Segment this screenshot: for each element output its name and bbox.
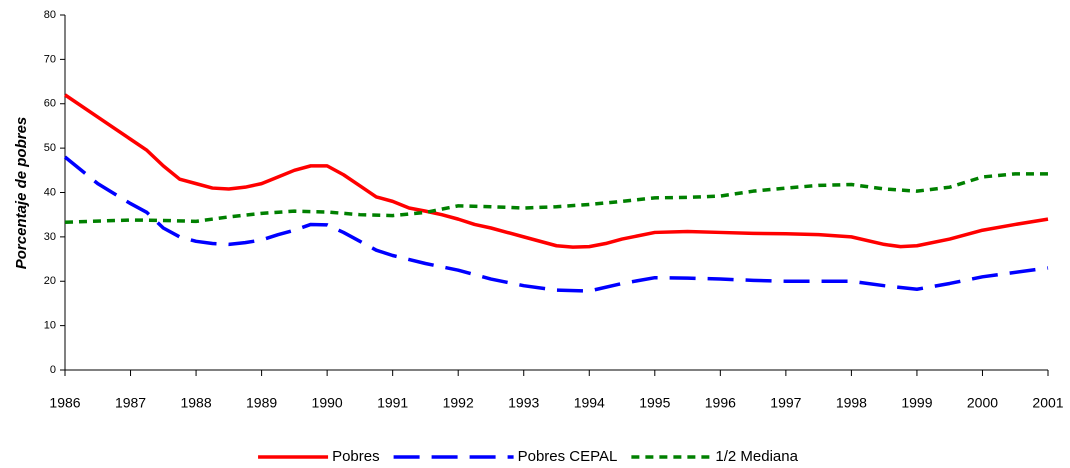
- y-axis-label: Porcentaje de pobres: [13, 117, 30, 270]
- y-tick-label: 10: [44, 320, 56, 332]
- x-tick-label: 1997: [770, 395, 801, 411]
- x-tick-label: 1988: [180, 395, 211, 411]
- legend-label: 1/2 Mediana: [715, 448, 798, 465]
- x-tick-label: 1994: [574, 395, 605, 411]
- x-tick-label: 1993: [508, 395, 539, 411]
- y-tick-label: 50: [44, 142, 56, 154]
- y-tick-label: 60: [44, 98, 56, 110]
- x-tick-label: 1992: [443, 395, 474, 411]
- y-tick-label: 80: [44, 9, 56, 21]
- data-line: [64, 172, 1048, 224]
- x-tick-label: 1996: [705, 395, 736, 411]
- y-tick-label: 40: [44, 186, 56, 198]
- x-tick-label: 1987: [115, 395, 146, 411]
- data-line: [63, 155, 1049, 293]
- y-tick-label: 0: [50, 364, 56, 376]
- legend-label: Pobres CEPAL: [518, 448, 618, 465]
- x-tick-label: 1990: [312, 395, 343, 411]
- y-tick-label: 30: [44, 231, 56, 243]
- x-tick-label: 2000: [967, 395, 998, 411]
- data-line: [64, 93, 1049, 249]
- x-tick-label: 1999: [901, 395, 932, 411]
- x-tick-label: 1998: [836, 395, 867, 411]
- x-tick-label: 1991: [377, 395, 408, 411]
- x-tick-label: 1989: [246, 395, 277, 411]
- y-tick-label: 20: [44, 275, 56, 287]
- x-tick-label: 1986: [49, 395, 80, 411]
- legend-label: Pobres: [332, 448, 380, 465]
- y-tick-label: 70: [44, 53, 56, 65]
- x-tick-label: 2001: [1032, 395, 1063, 411]
- x-tick-label: 1995: [639, 395, 670, 411]
